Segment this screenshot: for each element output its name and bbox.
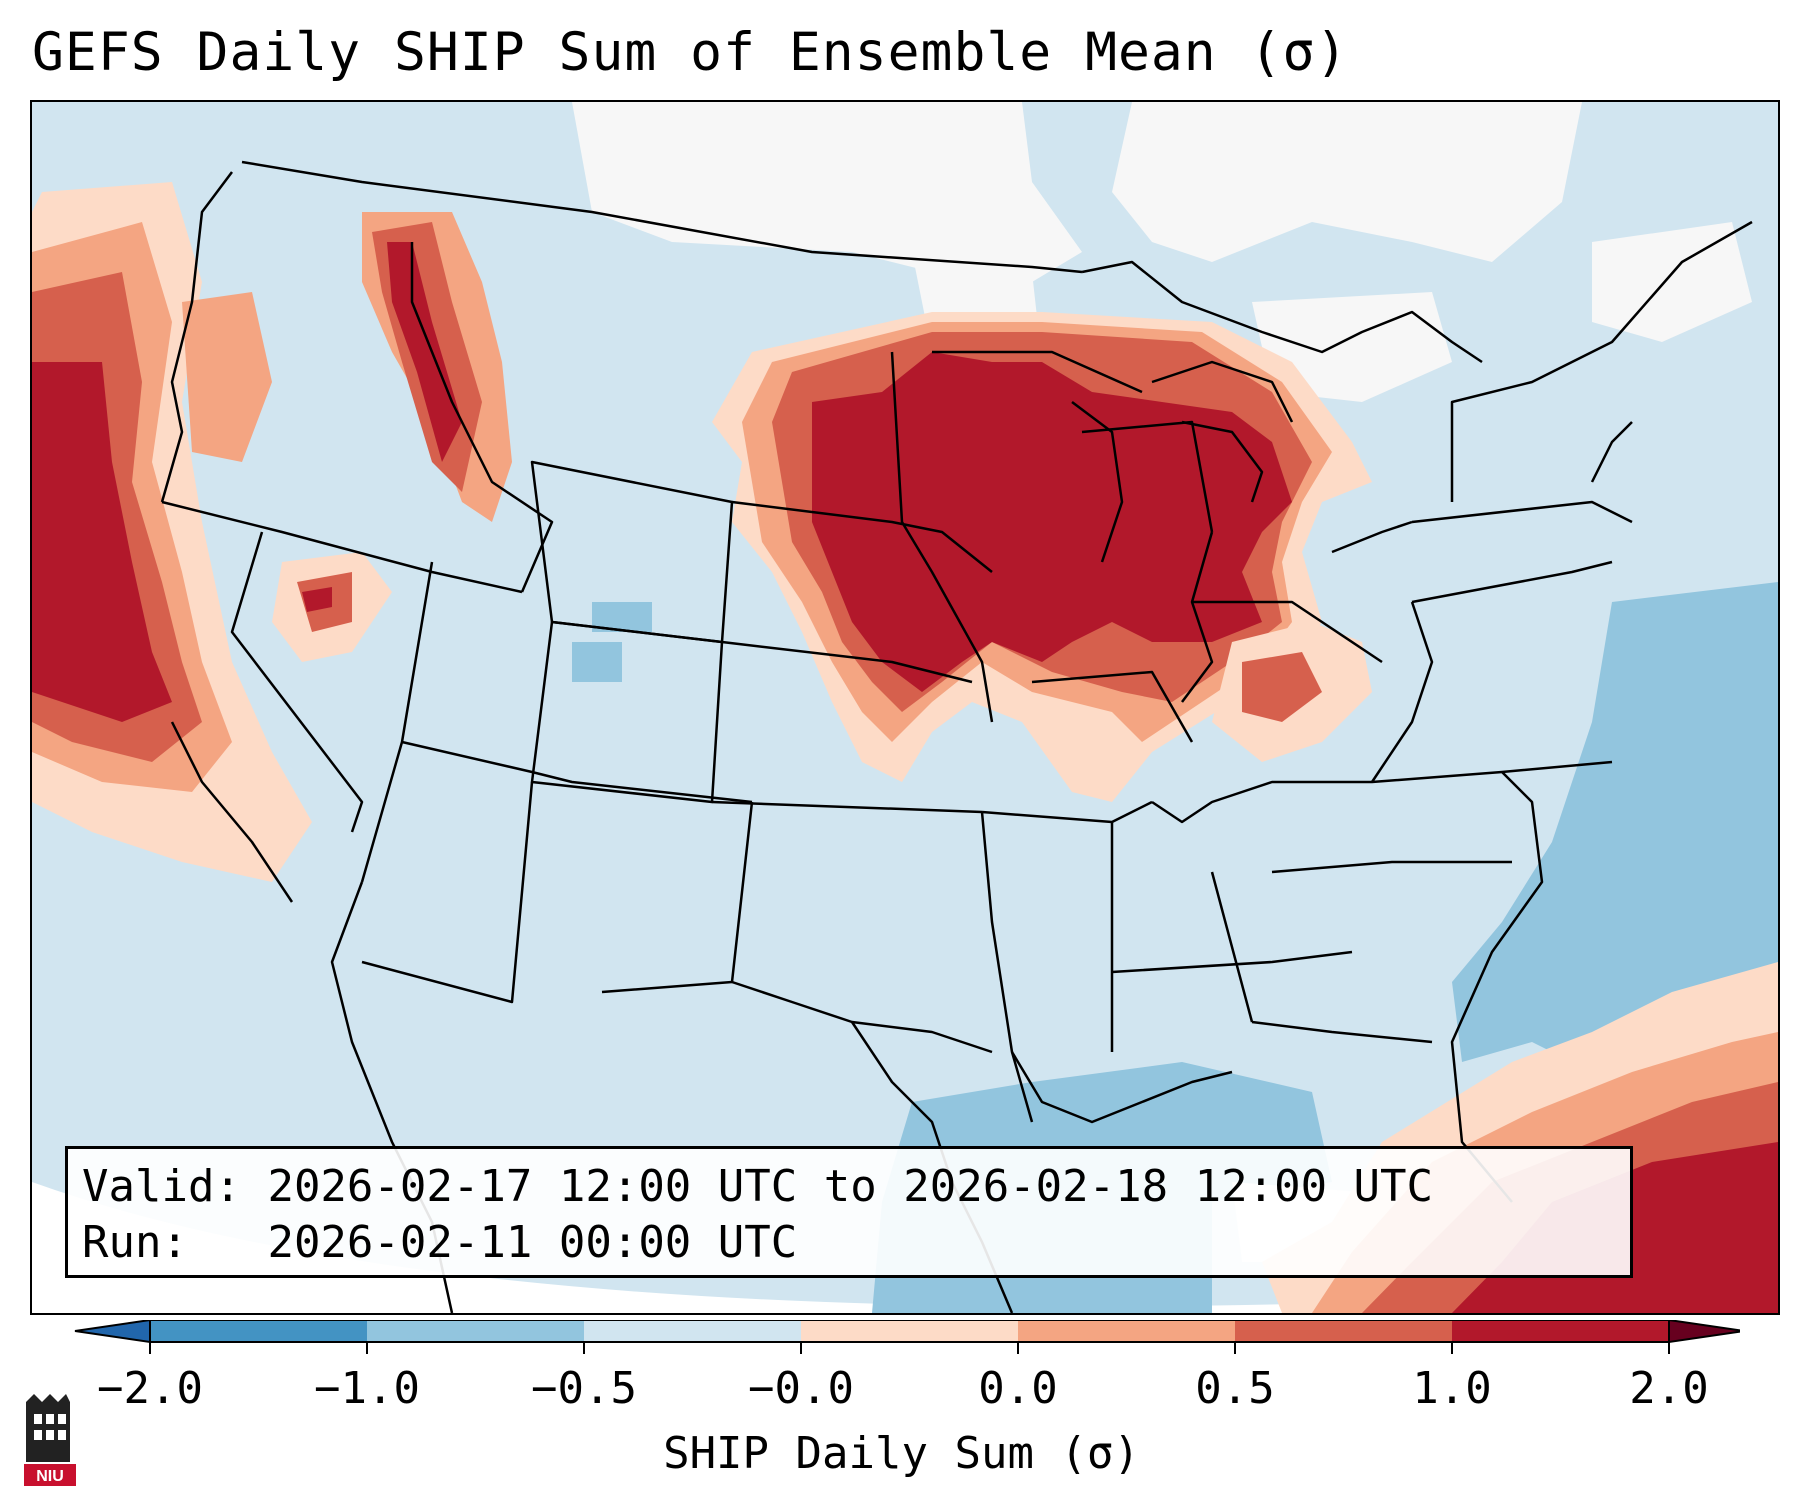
colorbar-segment	[1452, 1320, 1669, 1342]
colorbar-segment	[150, 1320, 367, 1342]
logo-text: NIU	[36, 1468, 64, 1485]
positive-anomaly-west	[32, 182, 512, 882]
colorbar-segment	[1018, 1320, 1235, 1342]
colorbar-segment	[801, 1320, 1018, 1342]
niu-logo-icon: NIU	[24, 1394, 76, 1486]
valid-run-info-box: Valid: 2026-02-17 12:00 UTC to 2026-02-1…	[65, 1146, 1633, 1278]
run-label: Run:	[82, 1217, 241, 1268]
colorbar-tick-label: 0.5	[1195, 1363, 1275, 1414]
valid-label: Valid:	[82, 1161, 241, 1212]
valid-row: Valid: 2026-02-17 12:00 UTC to 2026-02-1…	[82, 1159, 1616, 1215]
map-canvas	[32, 102, 1778, 1313]
positive-anomaly-midwest	[712, 312, 1372, 802]
colorbar-extend-high	[1668, 1320, 1740, 1344]
political-boundaries	[160, 160, 1753, 1313]
colorbar-segment	[584, 1320, 801, 1342]
run-row: Run: 2026-02-11 00:00 UTC	[82, 1215, 1616, 1271]
projection-edge	[32, 1182, 1778, 1313]
colorbar-tick-label: 0.0	[978, 1363, 1058, 1414]
map-title: GEFS Daily SHIP Sum of Ensemble Mean (σ)	[32, 22, 1349, 83]
colorbar-segment	[1235, 1320, 1452, 1342]
run-text: 2026-02-11 00:00 UTC	[267, 1217, 798, 1268]
colorbar-tick-label: −0.0	[748, 1363, 854, 1414]
colorbar-tick-label: −0.5	[531, 1363, 637, 1414]
colorbar-extend-low	[74, 1320, 151, 1344]
colorbar-tick-label: −2.0	[97, 1363, 203, 1414]
colorbar-label: SHIP Daily Sum (σ)	[663, 1428, 1140, 1479]
colorbar-tick-label: 2.0	[1629, 1363, 1709, 1414]
colorbar-tick-label: −1.0	[314, 1363, 420, 1414]
colorbar-tick-label: 1.0	[1412, 1363, 1492, 1414]
valid-text: 2026-02-17 12:00 UTC to 2026-02-18 12:00…	[267, 1161, 1434, 1212]
colorbar-segment	[367, 1320, 584, 1342]
colorbar-outline	[149, 1320, 1670, 1343]
colorbar	[74, 1320, 1740, 1354]
map-panel	[30, 100, 1780, 1315]
